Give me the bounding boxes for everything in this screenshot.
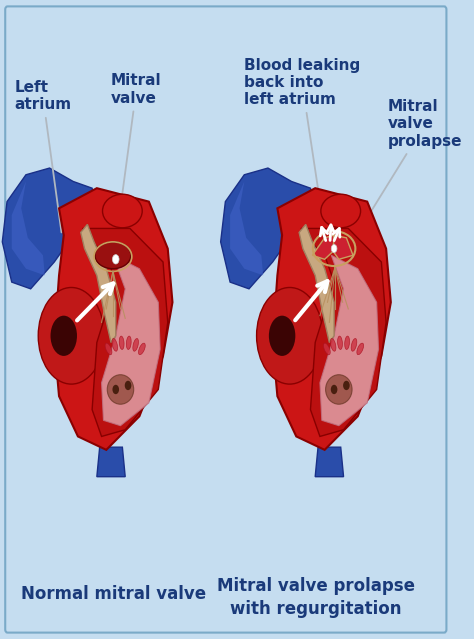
Text: Blood leaking
back into
left atrium: Blood leaking back into left atrium bbox=[244, 58, 360, 229]
Text: Mitral valve prolapse
with regurgitation: Mitral valve prolapse with regurgitation bbox=[217, 578, 415, 617]
Circle shape bbox=[112, 385, 119, 394]
Ellipse shape bbox=[119, 336, 124, 350]
Ellipse shape bbox=[351, 339, 357, 351]
Text: Left
atrium: Left atrium bbox=[14, 80, 72, 233]
Polygon shape bbox=[299, 224, 334, 343]
Ellipse shape bbox=[357, 343, 364, 355]
Text: Mitral
valve
prolapse: Mitral valve prolapse bbox=[348, 99, 463, 249]
Ellipse shape bbox=[112, 339, 118, 351]
Ellipse shape bbox=[321, 194, 361, 227]
Circle shape bbox=[112, 254, 119, 264]
Text: Mitral
valve: Mitral valve bbox=[111, 73, 162, 254]
Ellipse shape bbox=[102, 194, 142, 227]
Polygon shape bbox=[97, 447, 125, 477]
Polygon shape bbox=[12, 181, 45, 275]
Circle shape bbox=[331, 245, 337, 252]
Ellipse shape bbox=[330, 339, 336, 351]
Polygon shape bbox=[320, 256, 379, 426]
Ellipse shape bbox=[107, 374, 134, 404]
Polygon shape bbox=[312, 235, 334, 259]
Ellipse shape bbox=[269, 316, 295, 356]
Ellipse shape bbox=[51, 316, 77, 356]
Text: Normal mitral valve: Normal mitral valve bbox=[21, 585, 206, 603]
Ellipse shape bbox=[127, 336, 131, 350]
Ellipse shape bbox=[133, 339, 138, 351]
Circle shape bbox=[125, 381, 131, 390]
Ellipse shape bbox=[324, 343, 330, 355]
Polygon shape bbox=[273, 189, 391, 450]
Polygon shape bbox=[81, 224, 116, 343]
Ellipse shape bbox=[95, 242, 131, 269]
FancyBboxPatch shape bbox=[5, 6, 447, 633]
Ellipse shape bbox=[256, 288, 323, 384]
Ellipse shape bbox=[138, 343, 145, 355]
Ellipse shape bbox=[337, 336, 342, 350]
Ellipse shape bbox=[345, 336, 349, 350]
Polygon shape bbox=[301, 229, 386, 436]
Circle shape bbox=[331, 385, 337, 394]
Circle shape bbox=[343, 381, 350, 390]
Polygon shape bbox=[333, 235, 353, 259]
Ellipse shape bbox=[326, 374, 352, 404]
Polygon shape bbox=[230, 181, 263, 275]
Ellipse shape bbox=[105, 343, 112, 355]
Polygon shape bbox=[2, 168, 97, 289]
Polygon shape bbox=[315, 447, 344, 477]
Polygon shape bbox=[82, 229, 168, 436]
Ellipse shape bbox=[38, 288, 104, 384]
Polygon shape bbox=[221, 168, 315, 289]
Polygon shape bbox=[55, 189, 173, 450]
Polygon shape bbox=[101, 256, 160, 426]
